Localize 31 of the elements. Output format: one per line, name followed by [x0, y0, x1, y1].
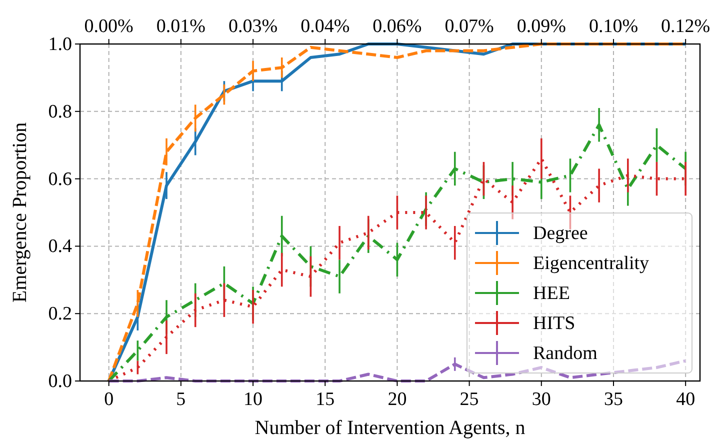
x2-tick-label: 0.07%	[444, 16, 494, 37]
y-axis-title: Emergence Proportion	[9, 122, 31, 303]
x2-tick-label: 0.01%	[156, 16, 206, 37]
y-tick-label: 0.6	[48, 168, 72, 190]
x-tick-label: 40	[676, 389, 696, 410]
x2-tick-label: 0.04%	[300, 16, 350, 37]
y-tick-label: 0.8	[48, 101, 72, 122]
x-tick-label: 5	[176, 389, 186, 410]
x-tick-label: 0	[104, 389, 114, 410]
y-tick-label: 1.0	[48, 34, 72, 55]
x-tick-label: 25	[460, 389, 479, 410]
x-tick-label: 10	[244, 389, 263, 410]
y-tick-label: 0.2	[48, 304, 72, 325]
x-tick-label: 15	[316, 389, 335, 410]
x2-tick-label: 0.10%	[588, 16, 638, 37]
x-tick-label: 20	[388, 389, 407, 410]
legend-label: Eigencentrality	[533, 253, 650, 274]
x2-tick-label: 0.09%	[516, 16, 566, 37]
x-axis-title: Number of Intervention Agents, n	[254, 417, 526, 439]
x2-tick-label: 0.03%	[228, 16, 278, 37]
legend-label: Random	[533, 343, 598, 364]
legend-label: HEE	[533, 283, 570, 304]
x2-tick-label: 0.00%	[84, 16, 134, 37]
legend-label: HITS	[533, 313, 576, 334]
x-tick-label: 30	[532, 389, 551, 410]
y-tick-label: 0.4	[48, 236, 72, 258]
y-tick-label: 0.0	[48, 371, 72, 392]
x-tick-label: 35	[604, 389, 623, 410]
x2-tick-label: 0.12%	[661, 16, 710, 37]
legend-label: Degree	[533, 223, 588, 244]
x2-tick-label: 0.06%	[372, 16, 422, 37]
